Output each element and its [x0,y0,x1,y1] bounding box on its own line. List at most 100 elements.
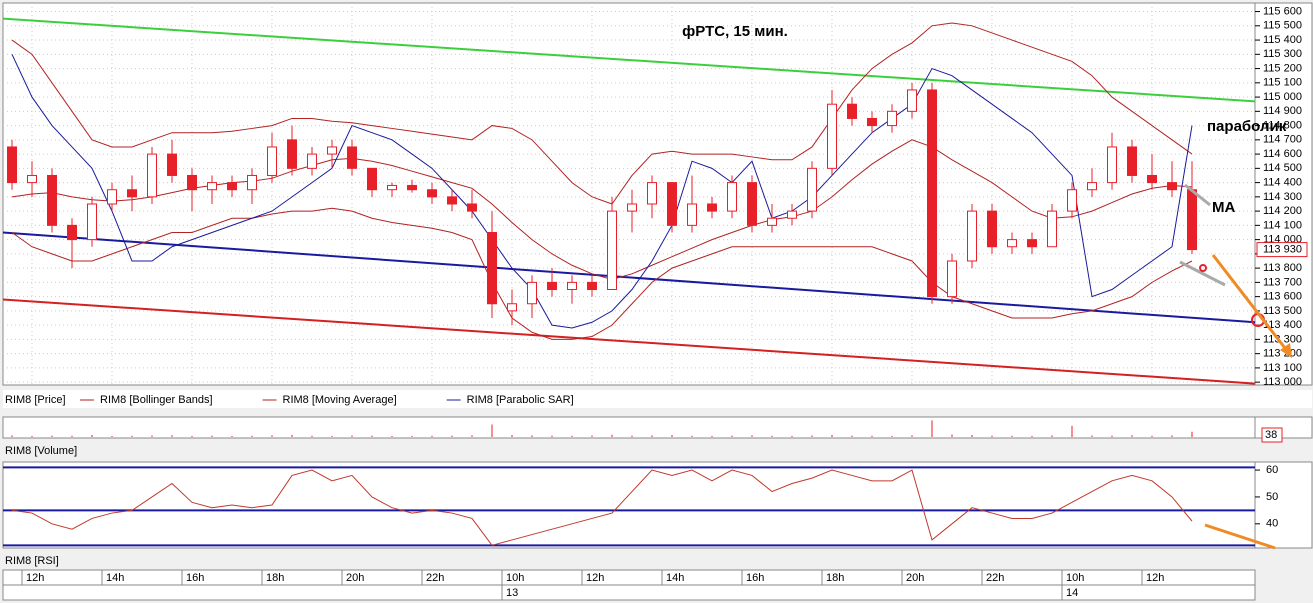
marker-circle [1199,264,1207,272]
x-tick-label: 20h [346,572,364,584]
legend-label: RIM8 [Price] [5,394,66,406]
panel-label: RIM8 [RSI] [5,555,59,567]
rsi-tick-label: 60 [1266,464,1278,476]
bollinger-upper [11,22,1193,205]
y-tick-label: 115 100 [1263,77,1302,89]
candle-body [7,146,17,184]
candle-body [347,146,357,169]
candle-body [87,203,97,241]
candle-body [187,174,197,191]
x-tick-label: 22h [986,572,1004,584]
rsi-line [11,469,1193,546]
candle-body [587,281,597,291]
x-tick-label: 16h [186,572,204,584]
y-tick-label: 115 600 [1263,5,1302,17]
legend-strip [3,390,1312,408]
candle-body [527,281,537,305]
candle-body [427,189,437,198]
y-tick-label: 114 100 [1263,219,1302,231]
volume-panel [2,416,1256,439]
last-price-label: 113 930 [1263,243,1302,255]
candle-body [547,281,557,291]
x-tick-label: 22h [426,572,444,584]
x-tick-label: 18h [266,572,284,584]
candle-body [327,146,337,155]
rsi-panel [2,461,1256,549]
candle-body [987,210,997,248]
legend-label: RIM8 [Parabolic SAR] [467,394,574,406]
candle-body [647,182,657,205]
y-tick-label: 114 700 [1263,134,1302,146]
candle-body [147,153,157,198]
marker-line [1184,183,1211,207]
x-tick-label: 14h [106,572,124,584]
legend-label: RIM8 [Bollinger Bands] [100,394,213,406]
candle-body [227,182,237,191]
annotation: параболик [1207,118,1287,135]
x-tick-label: 10h [506,572,524,584]
x-tick-label: 14h [666,572,684,584]
rsi-tick-label: 50 [1266,491,1278,503]
y-tick-label: 113 100 [1263,362,1302,374]
candle-body [507,303,517,312]
y-tick-label: 113 400 [1263,319,1302,331]
candle-body [1047,210,1057,248]
candle-body [787,210,797,219]
volume-last-label: 38 [1265,429,1277,441]
y-tick-label: 114 800 [1263,119,1302,131]
y-tick-label: 113 000 [1263,376,1302,388]
candle-body [1007,239,1017,248]
candle-body [1147,174,1157,184]
candle-body [487,231,497,305]
candle-body [267,146,277,176]
y-tick-label: 113 200 [1263,348,1302,360]
candle-body [887,110,897,127]
candle-body [287,139,297,169]
x-tick-label: 12h [586,572,604,584]
candle-body [567,281,577,291]
candle-body [947,260,957,298]
candle-body [67,224,77,241]
y-tick-label: 113 300 [1263,333,1302,345]
trend-line [2,17,1256,103]
x-tick-label: 12h [26,572,44,584]
candle-body [1187,189,1197,251]
y-tick-label: 113 600 [1263,291,1302,303]
y-tick-label: 115 500 [1263,20,1302,32]
candle-body [1067,189,1077,212]
y-tick-label: 114 200 [1263,205,1302,217]
candle-body [807,167,817,212]
candle-body [907,89,917,112]
y-tick-label: 113 700 [1263,276,1302,288]
y-tick-label: 114 300 [1263,191,1302,203]
panel-label: RIM8 [Volume] [5,445,77,457]
candle-body [1127,146,1137,176]
rsi-axis [1254,461,1313,549]
y-tick-label: 115 200 [1263,62,1302,74]
candle-body [27,174,37,184]
x-tick-label: 16h [746,572,764,584]
y-tick-label: 114 600 [1263,148,1302,160]
candle-body [827,103,837,169]
x-tick-label: 10h [1066,572,1084,584]
candle-body [627,203,637,212]
candle-body [727,182,737,212]
legend-label: RIM8 [Moving Average] [283,394,397,406]
candle-body [167,153,177,176]
candle-body [1167,182,1177,191]
candle-body [387,184,397,191]
y-tick-label: 115 400 [1263,34,1302,46]
candle-body [667,182,677,226]
plot-layer: 113 000 113 100 113 200 113 300 113 400 113 5… [2,3,1308,600]
candle-body [47,174,57,226]
candle-body [747,182,757,226]
candle-body [1027,239,1037,248]
x-tick-label: 20h [906,572,924,584]
y-tick-label: 115 000 [1263,91,1302,103]
candle-body [447,196,457,205]
arrow [1211,254,1290,353]
x-tick-label: 12h [1146,572,1164,584]
y-tick-label: 114 500 [1263,162,1302,174]
volume-last-box [1261,427,1283,443]
